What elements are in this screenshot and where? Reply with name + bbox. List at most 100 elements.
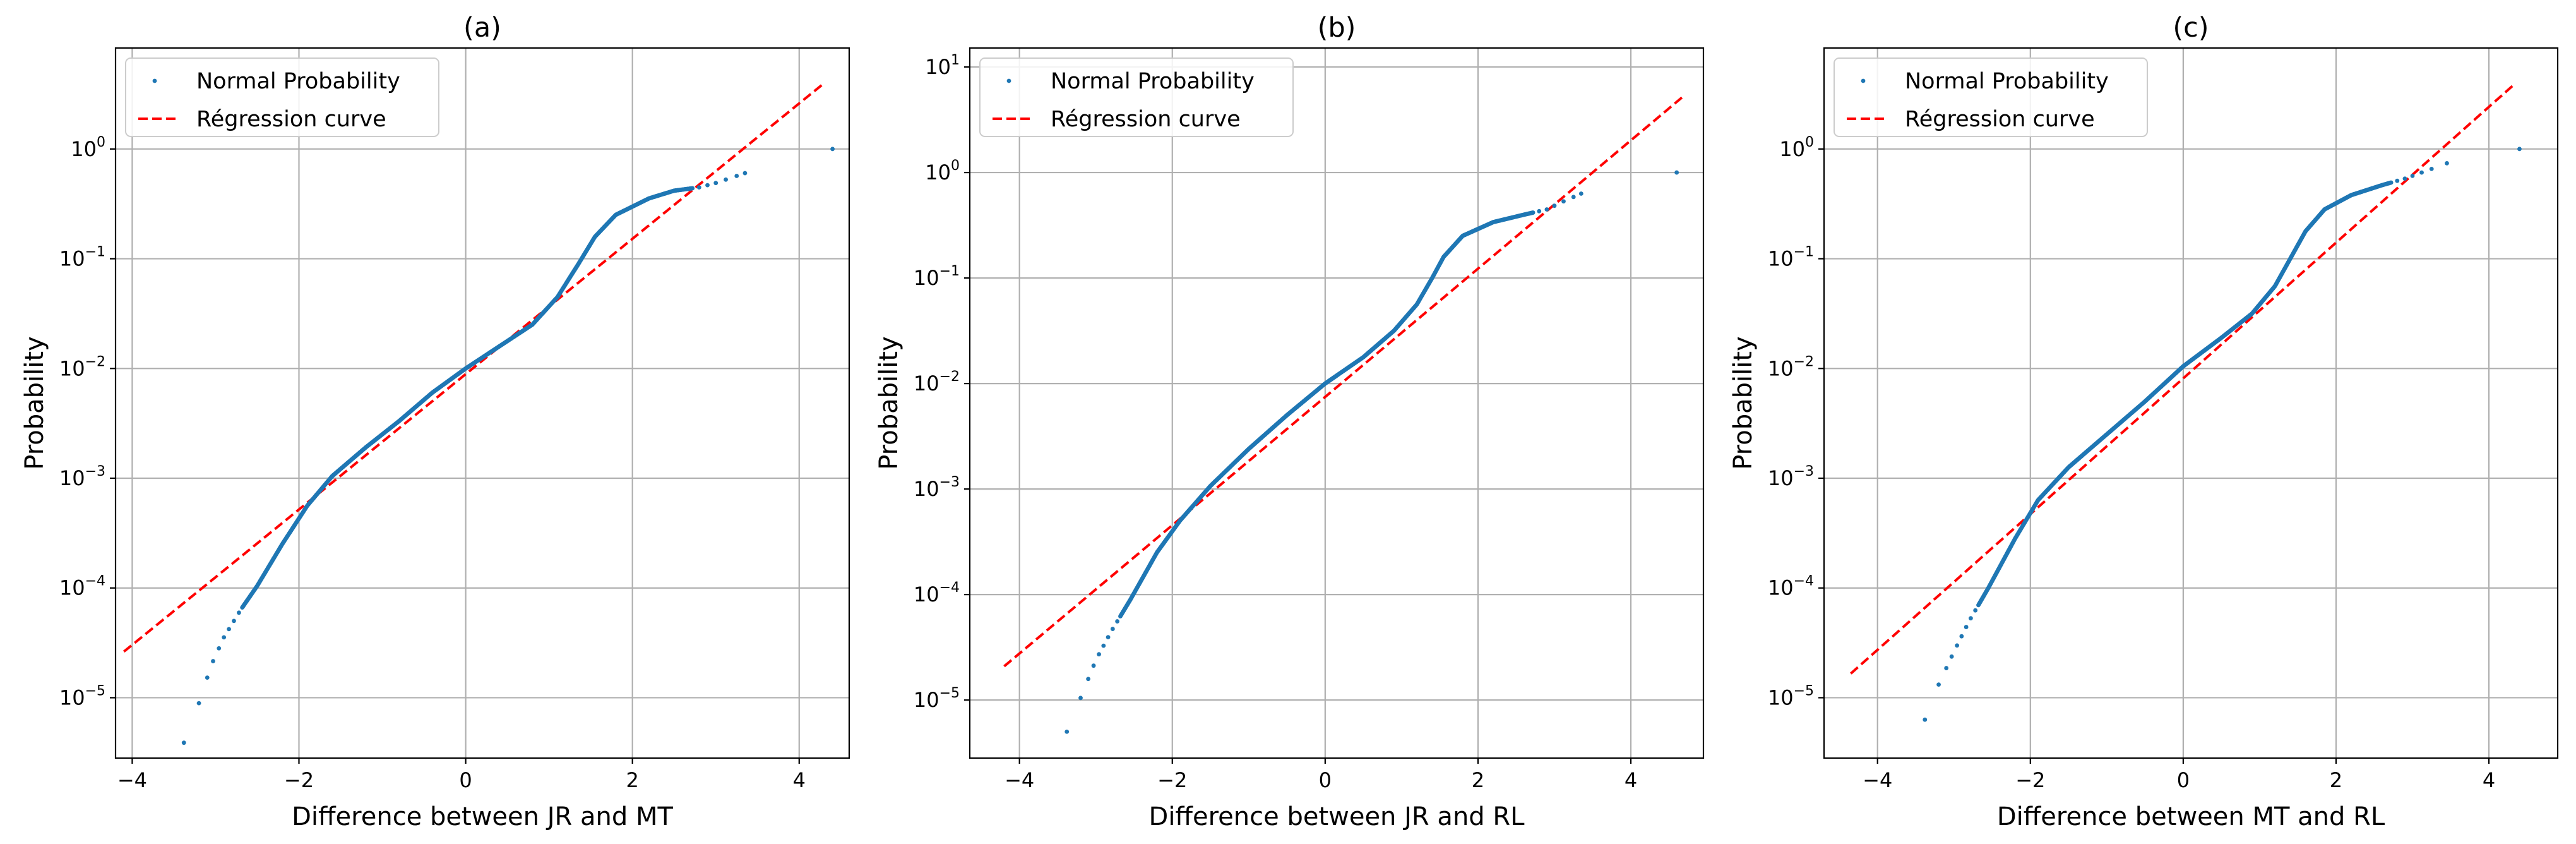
- data-point: [1955, 643, 1960, 648]
- outlier-point: [1674, 170, 1679, 175]
- y-tick-label: 10−1: [914, 263, 960, 290]
- y-tick-label: 10−1: [59, 244, 105, 271]
- legend-box: [125, 57, 439, 137]
- y-axis-label: Probability: [874, 336, 903, 469]
- legend-label-points: Normal Probability: [1905, 69, 2109, 94]
- data-point: [1923, 717, 1928, 722]
- x-tick-label: 0: [2177, 768, 2190, 792]
- legend-marker-points: [1861, 78, 1866, 83]
- plot-area: [1850, 82, 2522, 722]
- x-tick-label: 0: [459, 768, 472, 792]
- plot-area: [1003, 94, 1686, 734]
- legend: Normal Probability Régression curve: [125, 57, 439, 137]
- y-tick-label: 10−4: [1768, 574, 1814, 600]
- data-point: [2429, 166, 2434, 171]
- legend-marker-points: [152, 78, 157, 83]
- y-tick-label: 10−2: [59, 354, 105, 380]
- legend-label-regression: Régression curve: [196, 107, 386, 132]
- y-tick-label: 10−5: [914, 685, 960, 712]
- regression-line: [122, 82, 825, 653]
- plot-area: [122, 82, 835, 745]
- x-axis-label: Difference between JR and RL: [1149, 802, 1525, 831]
- x-tick-label: 4: [1625, 768, 1637, 792]
- legend: Normal Probability Régression curve: [979, 57, 1294, 137]
- data-point: [713, 181, 719, 186]
- y-axis-label: Probability: [1729, 336, 1758, 469]
- x-tick-label: 4: [793, 768, 806, 792]
- data-point: [1571, 195, 1576, 200]
- legend-box: [1834, 57, 2148, 137]
- y-tick-label: 10−3: [59, 464, 105, 490]
- data-point: [2395, 178, 2400, 183]
- outlier-point: [830, 147, 835, 152]
- x-tick-label: −4: [1863, 768, 1892, 792]
- y-tick-label: 10−4: [59, 574, 105, 600]
- y-tick-label: 101: [925, 52, 960, 79]
- y-tick-label: 10−2: [914, 369, 960, 395]
- data-point: [232, 618, 236, 624]
- data-point: [690, 186, 695, 191]
- data-point: [1973, 608, 1978, 613]
- data-point: [1969, 616, 1973, 621]
- data-point: [1091, 663, 1096, 668]
- data-point: [181, 740, 186, 745]
- y-tick-label: 10−3: [914, 474, 960, 501]
- data-point: [2410, 173, 2415, 178]
- data-point: [2402, 176, 2407, 181]
- data-point: [1944, 666, 1949, 670]
- y-tick-label: 10−4: [914, 580, 960, 606]
- data-point: [1537, 208, 1542, 214]
- y-axis-label: Probability: [20, 336, 49, 469]
- legend-box: [979, 57, 1294, 137]
- legend-label-regression: Régression curve: [1905, 107, 2095, 132]
- axes-frame: [1823, 47, 2559, 759]
- data-point: [696, 185, 701, 190]
- panel-title: (a): [463, 12, 501, 44]
- x-tick-label: 2: [1472, 768, 1484, 792]
- legend-label-points: Normal Probability: [1051, 69, 1255, 94]
- outlier-point: [2517, 147, 2522, 152]
- data-point: [1959, 634, 1964, 639]
- y-tick-label: 10−5: [59, 683, 105, 709]
- y-tick-label: 10−1: [1768, 244, 1814, 271]
- x-tick-label: 2: [626, 768, 639, 792]
- chart-panel-1: −4 −2 0 2 4 10−5 10−4 10−3 10−2 10−1 100 101 (b) Diff…: [874, 12, 1705, 831]
- y-tick-label: 100: [1779, 135, 1814, 161]
- data-point: [217, 646, 222, 651]
- regression-line: [1003, 94, 1686, 668]
- data-point: [1097, 652, 1101, 657]
- data-point: [227, 627, 231, 632]
- x-tick-label: −2: [2015, 768, 2045, 792]
- x-axis-label: Difference between MT and RL: [1997, 802, 2385, 831]
- y-tick-label: 100: [71, 135, 105, 161]
- x-tick-label: −4: [117, 768, 147, 792]
- data-point: [1086, 677, 1091, 682]
- data-point: [1544, 207, 1549, 212]
- legend-marker-points: [1006, 78, 1011, 83]
- data-point: [705, 183, 710, 188]
- x-axis-label: Difference between JR and MT: [292, 802, 673, 831]
- chart-panel-0: −4 −2 0 2 4 10−5 10−4 10−3 10−2 10−1 100 (a) Differe…: [20, 12, 850, 831]
- y-tick-label: 10−5: [1768, 683, 1814, 709]
- data-point: [222, 635, 227, 640]
- y-tick-label: 10−2: [1768, 354, 1814, 380]
- x-tick-label: 4: [2483, 768, 2495, 792]
- data-point: [1949, 654, 1954, 659]
- data-point: [1964, 625, 1969, 629]
- legend-label-points: Normal Probability: [196, 69, 400, 94]
- y-tick-label: 10−3: [1768, 464, 1814, 490]
- data-point: [724, 177, 728, 182]
- x-tick-label: 2: [2330, 768, 2342, 792]
- panel-title: (b): [1318, 12, 1356, 44]
- data-point: [1101, 643, 1106, 648]
- chart-panel-2: −4 −2 0 2 4 10−5 10−4 10−3 10−2 10−1 100 (c) Differe…: [1729, 12, 2559, 831]
- data-point: [1578, 191, 1583, 196]
- data-point: [1078, 696, 1083, 701]
- panel-title: (c): [2173, 12, 2209, 44]
- data-point: [734, 174, 739, 178]
- data-point: [742, 171, 748, 176]
- data-point: [2388, 180, 2394, 185]
- data-point: [1106, 635, 1111, 640]
- x-tick-label: −4: [1005, 768, 1034, 792]
